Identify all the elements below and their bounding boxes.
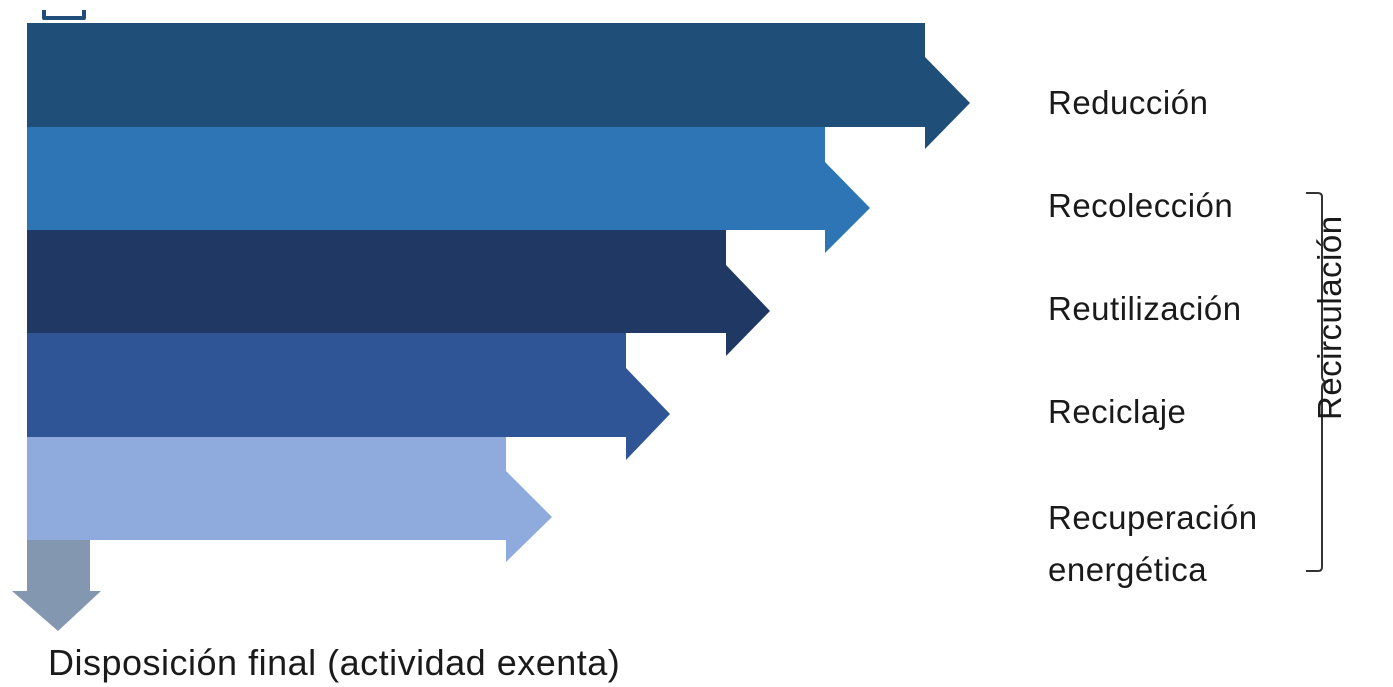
final-disposal-label: Disposición final (actividad exenta) xyxy=(48,642,621,683)
arrow-step-recuperacion-energetica xyxy=(27,437,552,562)
step-label-reutilizacion: Reutilización xyxy=(1048,290,1242,327)
arrow-step-reciclaje xyxy=(27,333,670,460)
recirculation-label: Recirculación xyxy=(1311,215,1348,420)
step-label-reduccion: Reducción xyxy=(1048,84,1209,121)
arrow-step-reduccion xyxy=(27,23,970,149)
recirculation-bracket xyxy=(1306,192,1329,572)
final-disposal-arrow xyxy=(12,540,101,631)
arrow-step-reutilizacion xyxy=(27,230,770,356)
step-label-line-2: energética xyxy=(1048,551,1208,588)
step-label-recoleccion: Recolección xyxy=(1048,187,1234,224)
top-marker xyxy=(42,10,86,20)
step-label-recuperacion-energetica: Recuperación energética xyxy=(1048,492,1258,596)
arrow-step-recoleccion xyxy=(27,127,870,253)
step-label-line-1: Recuperación xyxy=(1048,499,1258,536)
step-label-reciclaje: Reciclaje xyxy=(1048,393,1187,430)
